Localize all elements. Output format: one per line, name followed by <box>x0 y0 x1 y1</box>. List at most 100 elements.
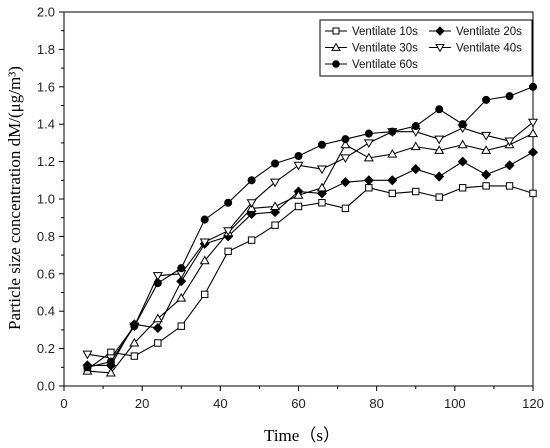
data-point <box>271 221 279 229</box>
data-point <box>341 204 350 213</box>
data-point <box>365 184 373 192</box>
data-point <box>340 139 351 149</box>
data-point <box>340 177 351 188</box>
data-point <box>410 164 421 175</box>
y-tick-label: 1.0 <box>37 192 55 207</box>
series-line <box>87 185 534 370</box>
y-tick-label: 1.6 <box>37 79 55 94</box>
data-point <box>457 156 468 167</box>
data-point <box>482 182 490 190</box>
data-point <box>388 127 397 136</box>
x-tick-label: 120 <box>522 396 544 411</box>
y-tick-label: 1.8 <box>37 42 55 57</box>
data-point <box>106 357 115 366</box>
data-point <box>363 139 374 149</box>
legend-marker <box>332 60 340 68</box>
x-tick-label: 0 <box>60 396 67 411</box>
data-point <box>271 159 280 168</box>
data-point <box>504 160 515 171</box>
data-point <box>435 105 444 114</box>
data-point <box>177 264 186 273</box>
data-point <box>316 182 327 192</box>
data-point <box>457 139 468 149</box>
legend-marker <box>332 27 340 35</box>
data-point <box>458 120 467 129</box>
data-point <box>527 147 539 158</box>
data-point <box>199 238 210 248</box>
legend: Ventilate 10s Ventilate 20s Ventilate 30s V… <box>319 19 533 77</box>
series-group <box>82 82 539 377</box>
data-point <box>504 137 515 147</box>
data-point <box>411 122 420 131</box>
data-point <box>199 255 210 265</box>
data-point <box>293 161 304 171</box>
data-point <box>388 189 397 198</box>
axes: 0 20 40 60 80 100 120 0.0 0.2 0.4 0.6 0.8 1.0 1.2 1.4 1… <box>37 5 544 412</box>
y-tick-label: 0.8 <box>37 229 55 244</box>
data-point <box>387 175 398 186</box>
data-point <box>505 182 514 190</box>
data-point <box>482 95 491 104</box>
data-point <box>152 323 163 334</box>
legend-marker <box>435 26 445 36</box>
data-point <box>105 367 116 377</box>
data-point <box>152 272 163 281</box>
data-point <box>223 227 234 236</box>
data-point <box>270 201 281 211</box>
data-point <box>82 350 93 360</box>
y-tick-label: 0.4 <box>37 304 55 319</box>
series-line <box>87 86 534 368</box>
x-tick-label: 60 <box>291 396 305 411</box>
data-point <box>363 152 374 162</box>
data-point <box>505 92 514 101</box>
x-axis-title: Time（s） <box>264 426 340 445</box>
legend-marker <box>435 44 445 53</box>
data-point <box>363 175 374 186</box>
data-point <box>130 352 139 360</box>
data-point <box>177 322 185 330</box>
y-axis-title: Particle size concentration dM/(μg/m³) <box>5 66 24 330</box>
data-point <box>435 193 443 201</box>
x-tick-label: 40 <box>213 396 227 411</box>
y-tick-label: 1.4 <box>37 117 55 132</box>
y-tick-label: 2.0 <box>37 5 55 20</box>
series-line <box>87 151 534 366</box>
y-tick-label: 0.6 <box>37 266 55 281</box>
y-tick-label: 0.2 <box>37 341 55 356</box>
data-point <box>224 198 233 207</box>
data-point <box>293 190 304 199</box>
data-point <box>247 176 256 185</box>
legend-label: Ventilate 60s <box>352 59 418 71</box>
series-line <box>87 133 534 374</box>
data-point <box>529 189 537 198</box>
data-point <box>246 199 257 208</box>
data-point <box>341 135 350 144</box>
y-tick-label: 0.0 <box>37 379 55 394</box>
data-point <box>176 292 187 302</box>
data-point <box>154 339 162 347</box>
legend-box <box>319 19 533 77</box>
data-point <box>318 199 326 207</box>
x-tick-label: 80 <box>369 396 383 411</box>
data-point <box>152 313 163 323</box>
data-point <box>412 187 420 196</box>
data-point <box>387 148 398 158</box>
x-tick-label: 100 <box>444 396 466 411</box>
x-tick-label: 20 <box>135 396 149 411</box>
data-point <box>247 236 256 244</box>
data-point <box>130 322 139 331</box>
data-point <box>527 128 539 138</box>
legend-marker <box>331 42 341 51</box>
data-point <box>294 202 303 211</box>
data-point <box>528 82 538 91</box>
data-point <box>316 165 327 175</box>
data-point <box>153 279 162 288</box>
data-point <box>458 184 467 192</box>
series-5 <box>83 82 538 372</box>
data-point <box>129 337 140 347</box>
legend-label: Ventilate 40s <box>456 43 522 55</box>
data-point <box>481 169 492 180</box>
data-point <box>481 145 492 154</box>
series-line <box>87 121 534 359</box>
data-point <box>481 131 492 141</box>
